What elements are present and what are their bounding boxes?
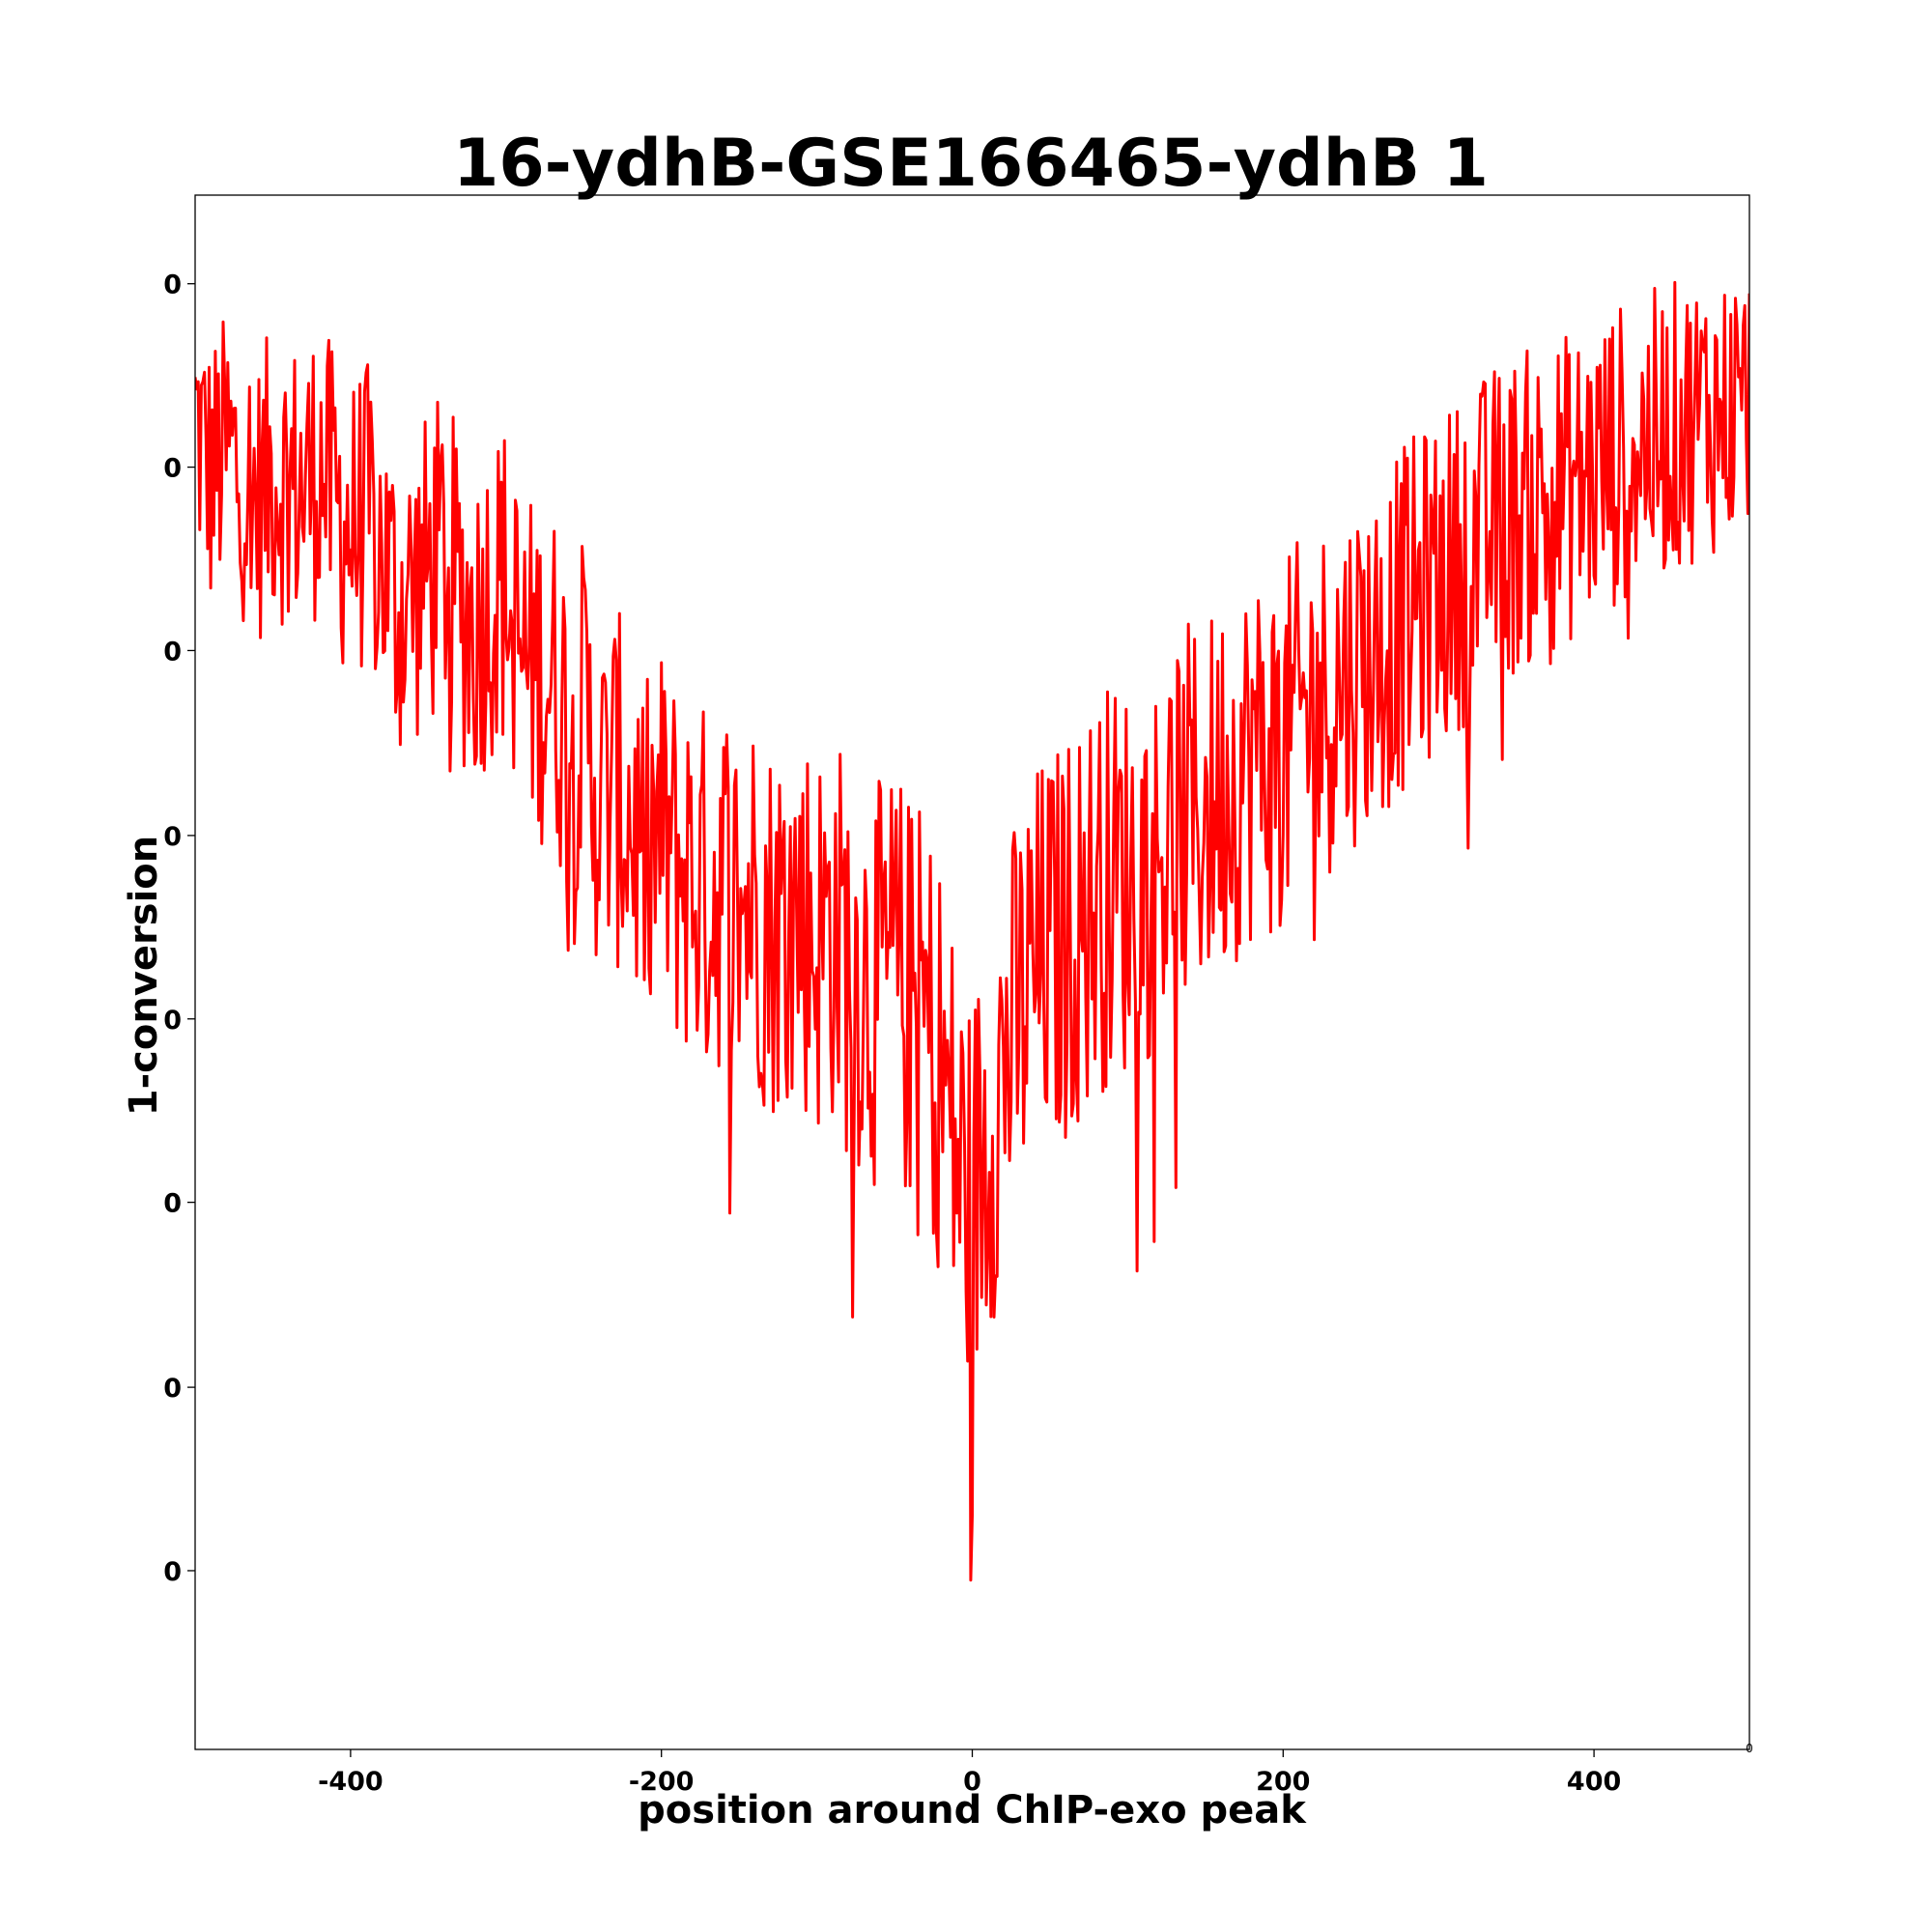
x-tick-label: 400 — [1567, 1767, 1621, 1797]
x-tick-label: -400 — [318, 1767, 384, 1797]
chart-title: 16-ydhB-GSE166465-ydhB 1 — [453, 126, 1489, 202]
y-tick-label: 0 — [163, 1557, 182, 1587]
x-axis: -400 -200 0 200 400 — [318, 1749, 1621, 1797]
y-tick-label: 0 — [163, 822, 182, 852]
y-axis: 0 0 0 0 0 0 0 0 — [163, 270, 195, 1587]
y-tick-label: 0 — [163, 1006, 182, 1036]
x-tick-label: 0 — [963, 1767, 981, 1797]
x-tick-label: 200 — [1256, 1767, 1310, 1797]
y-tick-label: 0 — [163, 1374, 182, 1404]
y-axis-label: 1-conversion — [122, 836, 166, 1117]
y-tick-label: 0 — [163, 454, 182, 484]
y-tick-label: 0 — [163, 270, 182, 300]
y-tick-label: 0 — [163, 1189, 182, 1219]
x-tick-label: -200 — [629, 1767, 695, 1797]
y-tick-label: 0 — [163, 637, 182, 667]
corner-mark: 0 — [1746, 1742, 1753, 1755]
x-axis-label: position around ChIP-exo peak — [638, 1788, 1307, 1833]
series-line — [195, 280, 1749, 1582]
